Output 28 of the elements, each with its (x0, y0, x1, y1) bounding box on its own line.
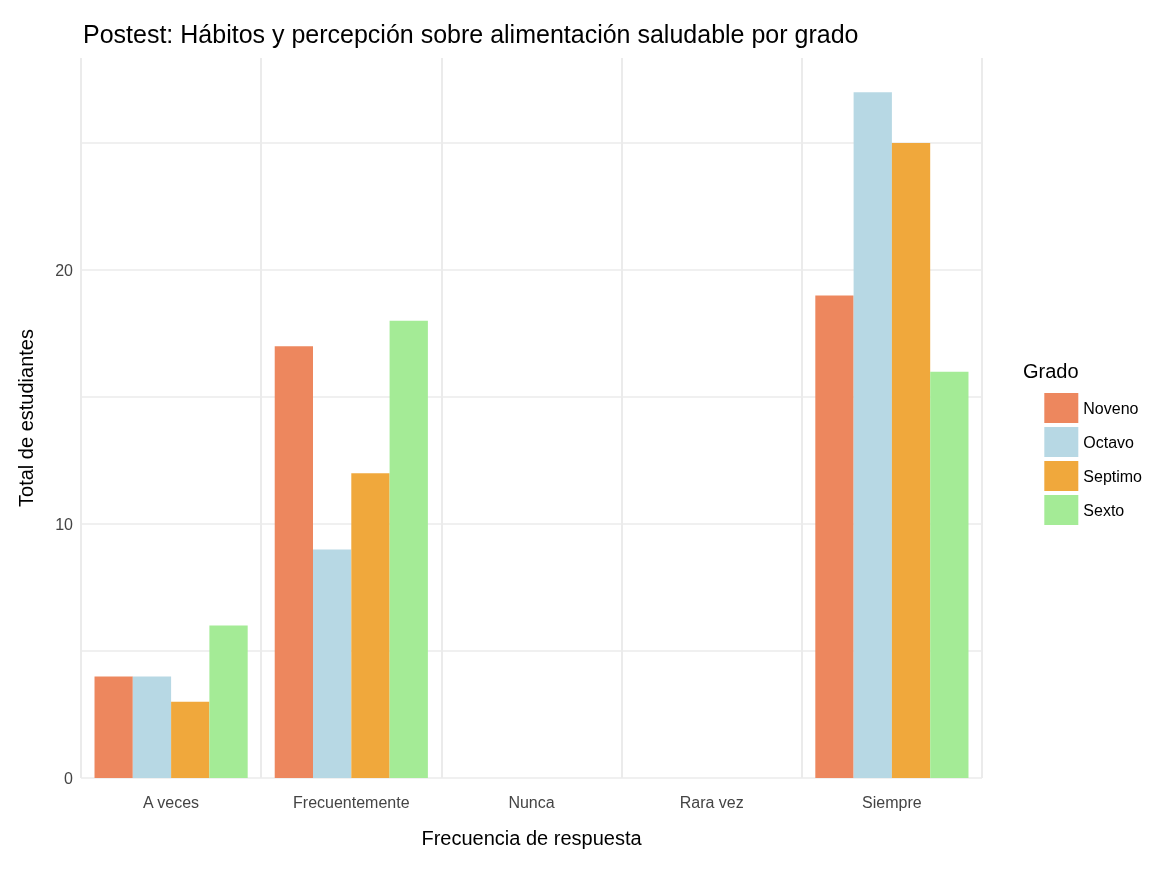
bar (132, 676, 172, 778)
bar (171, 701, 210, 778)
bar (389, 320, 428, 778)
legend-label: Sexto (1083, 501, 1125, 519)
bar (891, 143, 931, 778)
bar (94, 676, 133, 778)
bar (209, 625, 248, 778)
chart-title: Postest: Hábitos y percepción sobre alimentación saludable por grado (83, 19, 859, 48)
y-tick-label: 20 (55, 261, 74, 279)
legend-label: Octavo (1083, 433, 1135, 451)
y-axis-title: Total de estudiantes (15, 329, 37, 507)
x-tick-label: Siempre (862, 793, 922, 811)
y-tick-label: 10 (55, 515, 74, 533)
bar (853, 92, 892, 778)
legend-label: Septimo (1083, 467, 1143, 485)
bar (930, 371, 969, 778)
bar (351, 473, 390, 778)
x-tick-label: Frecuentemente (293, 793, 410, 811)
x-tick-label: Rara vez (679, 793, 744, 811)
legend-label: Noveno (1083, 399, 1139, 417)
bar (313, 549, 352, 778)
x-tick-label: Nunca (508, 793, 555, 811)
bar (274, 346, 314, 778)
legend-title: Grado (1023, 360, 1079, 382)
x-tick-label: A veces (143, 793, 200, 811)
y-tick-label: 0 (64, 769, 74, 787)
bar (815, 295, 854, 778)
x-axis-title: Frecuencia de respuesta (421, 827, 643, 849)
